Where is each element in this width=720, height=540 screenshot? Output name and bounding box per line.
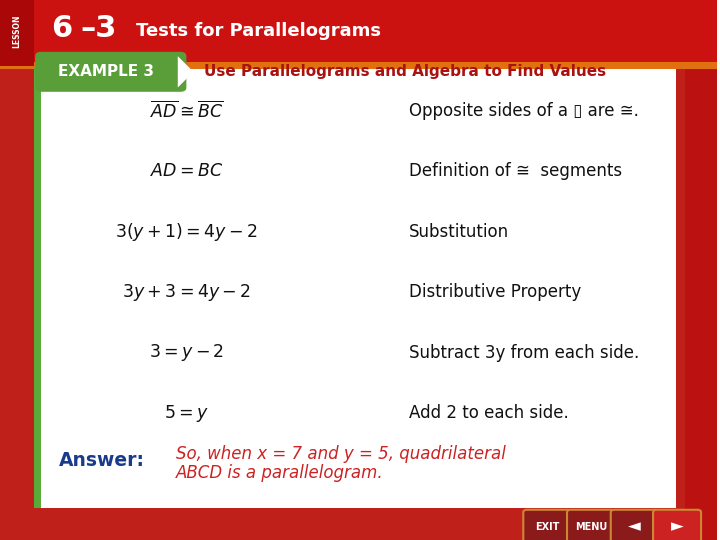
Text: EXAMPLE 3: EXAMPLE 3 xyxy=(58,64,154,79)
Text: $AD = BC$: $AD = BC$ xyxy=(150,162,223,180)
Text: ►: ► xyxy=(671,517,683,536)
Text: ABCD is a parallelogram.: ABCD is a parallelogram. xyxy=(176,463,383,482)
Text: MENU: MENU xyxy=(575,522,607,531)
Text: ◄: ◄ xyxy=(629,517,641,536)
FancyBboxPatch shape xyxy=(35,52,186,92)
Text: EXIT: EXIT xyxy=(535,522,559,531)
Text: –3: –3 xyxy=(81,14,117,43)
FancyBboxPatch shape xyxy=(611,510,659,540)
Text: 6: 6 xyxy=(52,14,73,43)
Text: LESSON: LESSON xyxy=(12,14,21,48)
FancyBboxPatch shape xyxy=(0,0,34,66)
Text: Answer:: Answer: xyxy=(59,450,145,470)
Text: So, when x = 7 and y = 5, quadrilateral: So, when x = 7 and y = 5, quadrilateral xyxy=(176,444,505,463)
Text: Subtract 3y from each side.: Subtract 3y from each side. xyxy=(409,343,639,362)
FancyBboxPatch shape xyxy=(685,69,717,540)
Text: $5 = y$: $5 = y$ xyxy=(164,403,209,423)
FancyBboxPatch shape xyxy=(0,0,717,62)
Text: Substitution: Substitution xyxy=(409,222,509,241)
Text: Use Parallelograms and Algebra to Find Values: Use Parallelograms and Algebra to Find V… xyxy=(204,64,606,79)
Text: Distributive Property: Distributive Property xyxy=(409,283,581,301)
Text: Definition of ≅  segments: Definition of ≅ segments xyxy=(409,162,622,180)
Text: $3 = y - 2$: $3 = y - 2$ xyxy=(149,342,224,363)
FancyBboxPatch shape xyxy=(35,68,676,508)
Text: Opposite sides of a ▯ are ≅.: Opposite sides of a ▯ are ≅. xyxy=(409,102,639,120)
Polygon shape xyxy=(178,56,194,87)
Text: Add 2 to each side.: Add 2 to each side. xyxy=(409,404,568,422)
FancyBboxPatch shape xyxy=(35,68,41,508)
Text: $3(y + 1) = 4y - 2$: $3(y + 1) = 4y - 2$ xyxy=(115,221,258,242)
FancyBboxPatch shape xyxy=(567,510,615,540)
FancyBboxPatch shape xyxy=(0,62,717,69)
Text: $3y + 3 = 4y - 2$: $3y + 3 = 4y - 2$ xyxy=(122,282,251,302)
Text: $\overline{AD} \cong \overline{BC}$: $\overline{AD} \cong \overline{BC}$ xyxy=(150,100,223,121)
Text: Tests for Parallelograms: Tests for Parallelograms xyxy=(136,22,381,40)
FancyBboxPatch shape xyxy=(653,510,701,540)
FancyBboxPatch shape xyxy=(0,69,717,540)
FancyBboxPatch shape xyxy=(523,510,572,540)
